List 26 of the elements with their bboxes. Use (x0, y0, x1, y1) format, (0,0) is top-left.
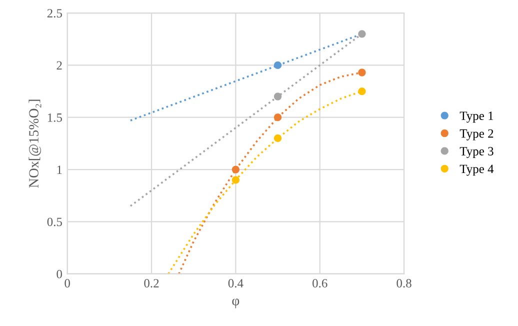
x-tick-label: 0.6 (312, 279, 328, 288)
y-tick-label: 0.5 (47, 218, 62, 226)
y-tick-label: 1.5 (48, 113, 62, 122)
y-axis-title: NOx[@15%O₂] (28, 100, 42, 188)
point (232, 176, 240, 184)
point (274, 134, 282, 142)
legend-label: Type 1 (460, 112, 494, 123)
legend-label: Type 2 (460, 129, 494, 140)
x-tick-label: 0.8 (396, 279, 412, 288)
legend-label: Type 3 (460, 147, 494, 158)
point (274, 114, 282, 122)
point (274, 61, 282, 70)
point (358, 68, 366, 76)
point (358, 87, 366, 96)
x-axis-title: φ (232, 298, 240, 308)
x-tick-label: 0.2 (144, 279, 159, 288)
y-tick-label: 1 (57, 166, 62, 174)
y-tick-label: 2.5 (47, 9, 62, 18)
point (358, 30, 366, 38)
y-tick-label: 2 (56, 61, 62, 70)
x-tick-label: 0 (64, 279, 70, 288)
point (232, 166, 240, 174)
x-tick-label: 0.4 (228, 279, 244, 288)
legend-label: Type 4 (460, 164, 494, 176)
point (274, 92, 282, 100)
y-tick-label: 0 (56, 270, 62, 278)
